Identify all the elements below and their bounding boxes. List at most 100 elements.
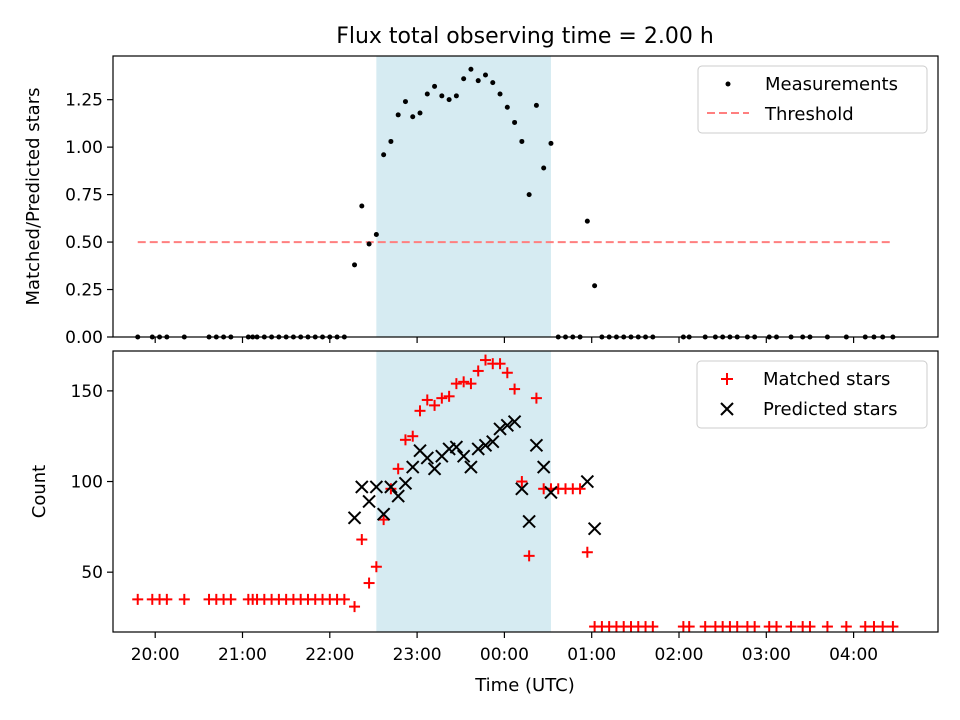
x-tick-label: 04:00 [829,645,878,665]
matched-star-point [392,463,404,475]
matched-star-point [494,358,506,370]
y-axis-label-top: Matched/Predicted stars [23,88,44,306]
matched-star-point [877,621,889,633]
predicted-star-point [486,434,500,449]
y-tick-label: 1.00 [65,138,103,158]
predicted-star-point [580,474,595,489]
y-tick-label: 150 [71,382,103,402]
matched-star-point [443,390,455,402]
matched-star-point [370,561,382,573]
predicted-star-point [522,514,536,529]
matched-star-point [472,365,484,377]
matched-star-point [749,621,761,633]
matched-star-point [385,483,397,495]
x-axis-bottom: 20:00 21:00 22:00 23:00 00:00 01:00 02:00 03:00… [131,632,878,665]
y-axis-top: 0.00 0.25 0.50 0.75 1.00 1.25 [65,91,113,348]
y-tick-label: 1.25 [65,91,103,111]
predicted-star-point [464,460,478,474]
predicted-star-point [384,480,398,494]
measurement-point [446,97,452,103]
predicted-star-point [529,438,544,452]
measurement-point [352,262,358,268]
matched-star-point [436,392,448,404]
y-tick-label: 0.25 [65,281,103,301]
matched-star-point [399,434,411,446]
x-tick-label: 02:00 [655,645,704,665]
predicted-star-point [507,414,522,429]
predicted-star-point [406,460,420,474]
predicted-star-point [471,442,485,456]
matched-star-point [132,593,144,605]
measurement-point [468,66,474,72]
top-panel: 0.00 0.25 0.50 0.75 1.00 1.25 Matched/Predict… [23,55,939,348]
matched-star-point [887,621,899,633]
measurement-point [504,104,510,110]
y-axis-bottom: 50 100 150 [71,382,113,583]
predicted-star-point [544,485,558,500]
x-ticks-top [154,337,855,343]
measurement-point [519,138,525,144]
matched-star-point [699,621,711,633]
shaded-interval [376,351,551,632]
measurement-point [548,140,554,146]
measurements-legend-marker [725,81,731,87]
x-tick-label: 21:00 [218,645,267,665]
predicted-star-point [449,440,464,454]
matched-star-point [178,593,190,605]
measurement-point [417,110,423,116]
threshold-legend-label: Threshold [764,104,854,125]
measurement-point [359,203,365,209]
matched-star-point [770,621,782,633]
matched-star-point [465,378,477,390]
x-tick-label: 00:00 [480,645,529,665]
predicted-stars-series [347,414,602,536]
matched-star-point [574,483,586,495]
predicted-star-point [587,521,602,536]
matched-star-point [647,621,659,633]
matched-legend-label: Matched stars [763,369,890,390]
predicted-star-point [493,422,507,436]
matched-star-point [523,550,535,562]
predicted-star-point [398,476,413,491]
measurement-point [541,165,547,171]
predicted-star-point [427,462,442,476]
matched-star-point [356,534,368,546]
matched-star-point [407,430,419,442]
measurement-point [410,114,416,120]
measurement-point [432,83,438,89]
legend-top: Measurements Threshold [697,65,928,134]
matched-star-point [731,621,743,633]
legend-box-bottom [696,360,928,429]
y-tick-label: 0.50 [65,233,103,253]
predicted-legend-marker [720,402,734,416]
chart-title: Flux total observing time = 2.00 h [336,24,714,49]
y-tick-label: 0.00 [65,328,103,348]
measurement-point [453,93,459,99]
legend-bottom: Matched stars Predicted stars [696,360,928,429]
measurement-point [490,80,496,86]
matched-star-point [516,476,528,488]
matched-star-point [821,621,833,633]
predicted-star-point [362,494,376,509]
matched-star-point [363,577,375,589]
predicted-star-point [355,480,369,494]
measurement-point [512,119,518,125]
legend-box-top [697,65,928,134]
y-tick-label: 100 [71,473,103,493]
matched-star-point [530,392,542,404]
matched-star-point [338,593,350,605]
predicted-star-point [456,449,471,463]
matched-star-point [378,514,390,526]
matched-star-point [458,376,470,388]
matched-star-point [421,394,433,406]
measurement-point [526,192,532,198]
measurement-point [373,231,379,237]
matched-legend-marker [721,373,733,385]
matched-star-point [414,405,426,417]
measurement-point [395,112,401,118]
matched-star-point [479,354,491,366]
predicted-star-point [391,489,405,503]
matched-star-point [785,621,797,633]
matched-star-point [581,546,593,558]
